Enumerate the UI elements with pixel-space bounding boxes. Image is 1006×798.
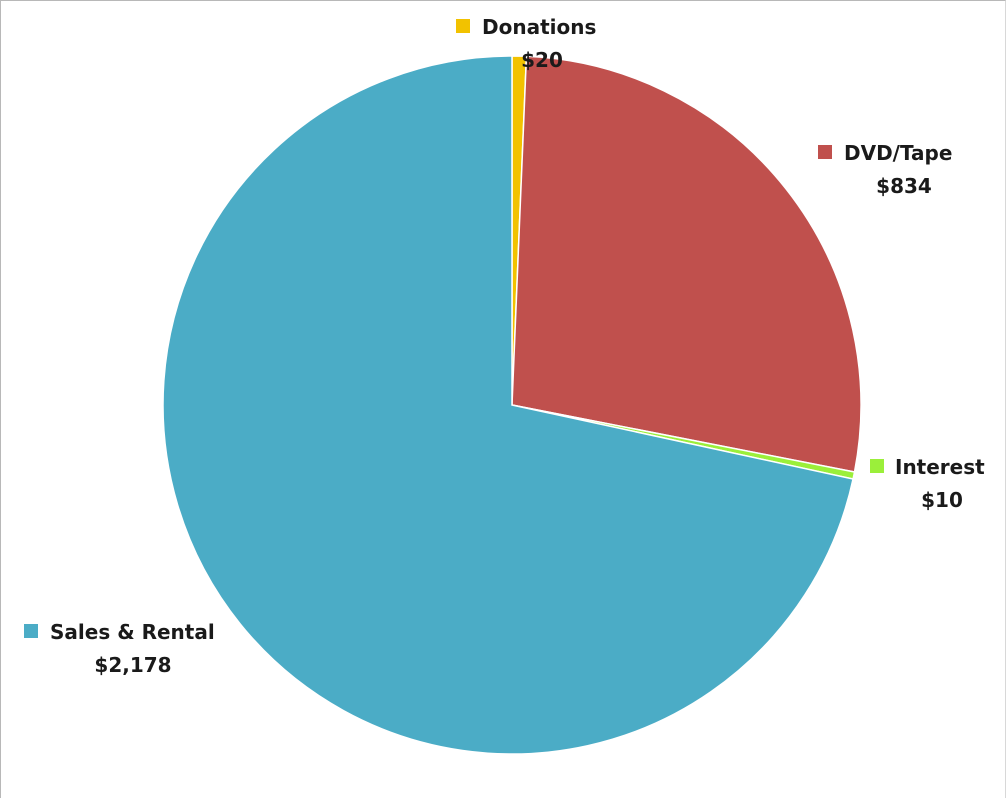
legend-swatch-interest <box>870 459 884 473</box>
label-donations: Donations $20 <box>456 15 596 72</box>
legend-swatch-sales-rental <box>24 624 38 638</box>
label-interest-value: $10 <box>921 488 963 512</box>
label-dvd-tape-value: $834 <box>876 174 932 198</box>
legend-swatch-dvd-tape <box>818 145 832 159</box>
label-donations-value: $20 <box>521 48 563 72</box>
label-interest-name: Interest <box>895 455 985 479</box>
label-sales-rental-value: $2,178 <box>94 653 171 677</box>
pie-slice-dvd-tape <box>511 55 862 473</box>
label-dvd-tape: DVD/Tape $834 <box>818 141 952 198</box>
label-sales-rental: Sales & Rental $2,178 <box>24 620 215 677</box>
legend-swatch-donations <box>456 19 470 33</box>
label-dvd-tape-name: DVD/Tape <box>844 141 952 165</box>
pie-slices <box>162 55 862 755</box>
label-donations-name: Donations <box>482 15 596 39</box>
label-sales-rental-name: Sales & Rental <box>50 620 215 644</box>
label-interest: Interest $10 <box>870 455 985 512</box>
pie-slice-sales-rental <box>162 55 854 755</box>
